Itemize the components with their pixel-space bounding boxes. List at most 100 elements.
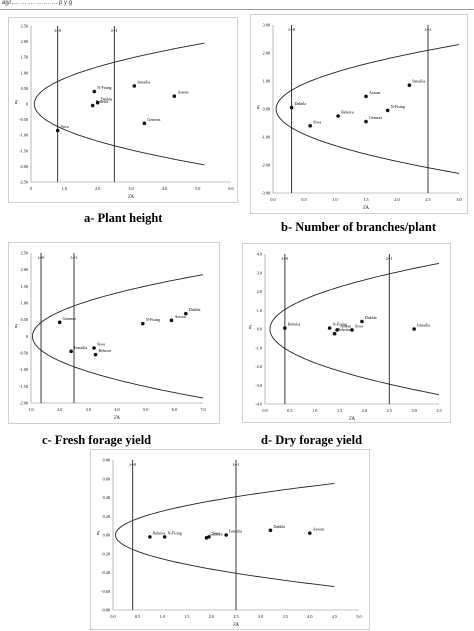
y-tick-label: 4.0 [257,252,262,257]
data-point-label: Siwa [61,124,69,129]
data-point-label: Siwa [97,342,105,347]
data-point [283,326,287,330]
y-tick-label: -2.00 [19,401,28,406]
x-tick-label: 0 [30,186,32,191]
y-tick-label: 0.40 [103,495,110,500]
y-tick-label: 2.00 [21,267,28,272]
x-axis-title: λ̂A [233,623,239,628]
x-tick-label: 4.0 [114,407,119,412]
data-point [55,128,60,133]
chart-e: 0.0 0.5 1.0 1.5 2.0 2.5 3.0 3.5 4.0 4.5 5.0 0.80 0.6… [97,458,362,629]
x-axis-title: λ̂A [363,206,369,211]
y-axis-title: δ̂ [257,106,260,111]
x-tick-label: 1.5 [363,197,368,202]
y-tick-label: 1.50 [21,284,28,289]
y-tick-label: 0 [26,102,28,107]
y-tick-label: 2.0 [257,289,262,294]
x-tick-label: 0.0 [110,614,115,619]
y-tick-label: 1.00 [21,301,28,306]
y-tick-label: -1.00 [19,367,28,372]
data-point [289,105,294,110]
data-point-label: Siwa [355,323,363,328]
chart-c: 1.0 2.0 3.0 4.0 5.0 6.0 7.0 2.50 2.00 1.50 1.00 0.5… [15,251,206,422]
lambda-line-label: λ=0 [288,27,295,32]
data-point [336,114,340,118]
x-tick-label: 3.0 [258,614,263,619]
data-point [148,535,152,539]
x-tick-label: 2.5 [233,614,238,619]
y-tick-label: -1.00 [261,135,270,140]
y-tick-label: -2.50 [19,180,28,185]
confidence-curve-lower [115,534,335,588]
data-point [184,311,188,316]
y-axis-title: δ̂ [97,532,100,537]
x-tick-label: 1.0 [332,197,337,202]
data-point-label: Siwa [313,119,321,124]
x-tick-label: 3.0 [456,197,461,202]
data-point [142,121,147,126]
y-tick-label: 0.50 [21,317,28,322]
x-tick-label: 6.0 [228,186,233,191]
confidence-curve-upper [33,42,205,105]
data-point [350,328,354,332]
x-tick-label: 3.5 [436,408,441,413]
data-point [169,318,174,323]
y-tick-label: 1.00 [21,70,28,75]
x-tick-label: 3.5 [283,614,288,619]
data-point [412,327,416,331]
y-tick-label: -3.00 [261,191,270,196]
header-rule [0,9,474,10]
data-point-label: Ismailia [74,345,87,350]
y-tick-label: -1.50 [19,148,28,153]
data-point-label: Aswan [313,527,324,532]
data-point [385,108,390,113]
x-axis-title: λ̂A [128,195,134,200]
confidence-curve-upper [275,44,460,110]
x-tick-label: 6.0 [172,407,177,412]
data-point-label: Beheira [96,99,109,104]
data-point [360,319,364,324]
x-tick-label: 2.5 [425,197,430,202]
x-tick-label: 3.0 [412,408,417,413]
data-point [92,346,96,350]
x-axis-title: λ̂A [114,416,120,421]
y-tick-label: -2.00 [19,164,28,169]
data-point [141,321,145,326]
data-point-label: Aswan [340,323,351,328]
lambda-line-label: λ=1 [233,462,240,467]
x-tick-label: 2.5 [387,408,392,413]
y-tick-label: 0.20 [103,514,110,519]
lambda-line-label: λ=0 [54,28,61,33]
data-point-label: Gemeza [209,531,222,536]
x-tick-label: 0.0 [262,408,267,413]
data-point [364,119,368,124]
lambda-line-label: λ=0 [282,256,289,261]
chart-panel-e: 0.0 0.5 1.0 1.5 2.0 2.5 3.0 3.5 4.0 4.5 5.0 0.80 0.6… [90,449,370,630]
chart-panel-d: 0.0 0.5 1.0 1.5 2.0 2.5 3.0 3.5 4.0 3.0 2.0 1.0 0.0-… [242,243,451,423]
data-point [224,533,228,537]
confidence-curve-upper [31,274,204,337]
data-point [364,94,368,99]
data-point-label: Beheira [341,110,354,115]
x-tick-label: 1.0 [28,407,33,412]
data-point [69,349,73,354]
data-point-label: Aswan [177,90,188,95]
data-point-label: Beheira [153,530,166,535]
y-tick-label: 0 [26,334,28,339]
data-point-label: Ismailia [417,323,430,328]
x-tick-label: 0.5 [301,197,306,202]
chart-a: 0 1.0 2.0 3.0 4.0 5.0 6.0 2.50 2.00 1.50 1.00 0.50 0… [15,24,234,201]
y-tick-label: 0.50 [21,86,28,91]
data-point [132,84,137,88]
x-tick-label: 0.0 [270,197,275,202]
lambda-line-label: λ=1 [71,255,78,260]
x-tick-label: 3.0 [128,186,133,191]
data-point-label: Beheira [99,348,112,353]
x-tick-label: 1.0 [160,614,165,619]
x-tick-label: 5.0 [195,186,200,191]
x-tick-label: 1.0 [62,186,67,191]
chart-panel-a: 0 1.0 2.0 3.0 4.0 5.0 6.0 2.50 2.00 1.50 1.00 0.50 0… [8,17,238,203]
data-point-label: Dakhla [189,307,201,312]
confidence-curve-lower [269,328,440,396]
data-point [308,124,312,128]
